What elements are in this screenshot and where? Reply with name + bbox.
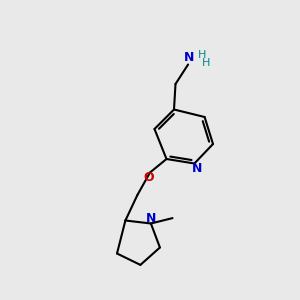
Text: N: N: [146, 212, 157, 225]
Text: N: N: [184, 50, 194, 64]
Text: O: O: [143, 171, 154, 184]
Text: N: N: [192, 161, 202, 175]
Text: H: H: [202, 58, 210, 68]
Text: H: H: [198, 50, 207, 60]
